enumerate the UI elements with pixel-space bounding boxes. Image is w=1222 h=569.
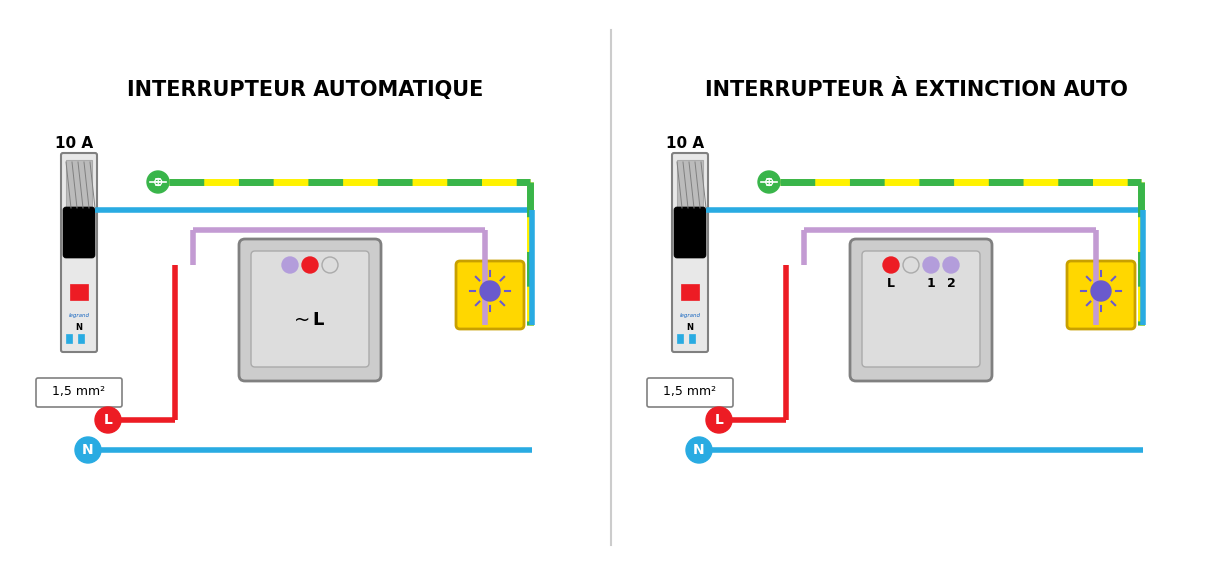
FancyBboxPatch shape [66, 160, 92, 210]
FancyBboxPatch shape [677, 334, 683, 343]
Text: 10 A: 10 A [666, 135, 704, 150]
Text: INTERRUPTEUR AUTOMATIQUE: INTERRUPTEUR AUTOMATIQUE [127, 80, 483, 100]
Text: N: N [82, 443, 94, 457]
Text: 1,5 mm²: 1,5 mm² [53, 386, 105, 398]
Text: L: L [715, 413, 723, 427]
Circle shape [884, 257, 899, 273]
FancyBboxPatch shape [240, 239, 381, 381]
Text: ~: ~ [293, 311, 310, 329]
Text: legrand: legrand [68, 312, 89, 318]
FancyBboxPatch shape [61, 153, 97, 352]
Circle shape [706, 407, 732, 433]
FancyBboxPatch shape [64, 207, 95, 258]
Circle shape [323, 257, 338, 273]
FancyBboxPatch shape [851, 239, 992, 381]
FancyBboxPatch shape [646, 378, 733, 407]
Text: legrand: legrand [679, 312, 700, 318]
Text: ⊕: ⊕ [764, 175, 775, 188]
FancyBboxPatch shape [681, 284, 699, 300]
FancyBboxPatch shape [78, 334, 84, 343]
FancyBboxPatch shape [35, 378, 122, 407]
Circle shape [943, 257, 959, 273]
Text: 2: 2 [947, 277, 956, 290]
Circle shape [302, 257, 318, 273]
Circle shape [75, 437, 101, 463]
Text: 1: 1 [926, 277, 935, 290]
Text: N: N [693, 443, 705, 457]
FancyBboxPatch shape [456, 261, 524, 329]
FancyBboxPatch shape [677, 160, 703, 210]
Circle shape [923, 257, 938, 273]
Text: ⊕: ⊕ [153, 175, 164, 188]
FancyBboxPatch shape [251, 251, 369, 367]
Text: L: L [104, 413, 112, 427]
Text: L: L [313, 311, 324, 329]
FancyBboxPatch shape [70, 284, 88, 300]
FancyBboxPatch shape [672, 153, 708, 352]
FancyBboxPatch shape [689, 334, 695, 343]
Text: L: L [887, 277, 895, 290]
Text: INTERRUPTEUR À EXTINCTION AUTO: INTERRUPTEUR À EXTINCTION AUTO [705, 80, 1128, 100]
Circle shape [480, 281, 500, 301]
Text: N: N [687, 323, 694, 332]
Circle shape [282, 257, 298, 273]
FancyBboxPatch shape [675, 207, 706, 258]
FancyBboxPatch shape [862, 251, 980, 367]
Text: 10 A: 10 A [55, 135, 93, 150]
Circle shape [903, 257, 919, 273]
Text: 1,5 mm²: 1,5 mm² [664, 386, 716, 398]
Circle shape [686, 437, 712, 463]
Text: N: N [76, 323, 83, 332]
Circle shape [147, 171, 169, 193]
FancyBboxPatch shape [1067, 261, 1135, 329]
Circle shape [95, 407, 121, 433]
Circle shape [1091, 281, 1111, 301]
FancyBboxPatch shape [66, 334, 72, 343]
Circle shape [758, 171, 780, 193]
